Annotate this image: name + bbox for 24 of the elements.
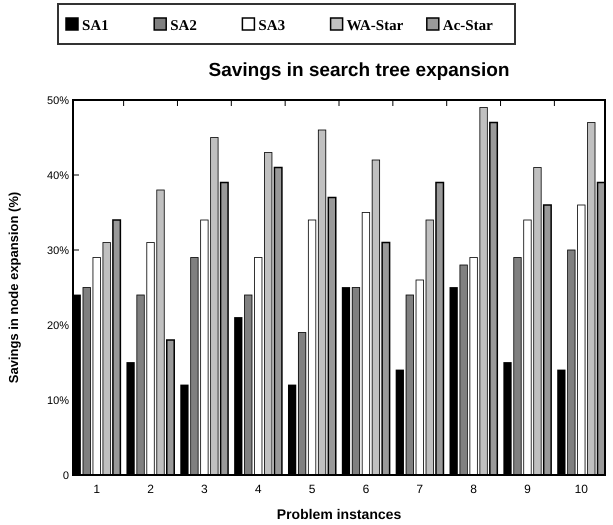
- y-tick-label: 40%: [46, 170, 70, 182]
- y-tick-label: 30%: [46, 245, 70, 257]
- legend-label: SA3: [258, 18, 286, 34]
- x-tick-label: 1: [93, 482, 100, 496]
- x-tick-label: 2: [147, 482, 154, 496]
- x-tick-label: 5: [308, 482, 316, 496]
- legend-label: WA-Star: [346, 18, 404, 34]
- y-tick-label: 0: [62, 470, 69, 482]
- x-tick-label: 6: [362, 482, 370, 496]
- x-tick-label: 9: [524, 482, 532, 496]
- legend-label: SA2: [170, 18, 197, 34]
- y-axis-title: Savings in node expansion (%): [6, 192, 21, 384]
- chart-title: Savings in search tree expansion: [208, 60, 510, 81]
- y-tick-label: 20%: [46, 320, 70, 332]
- x-tick-label: 8: [470, 482, 478, 496]
- x-tick-label: 4: [254, 482, 262, 496]
- x-tick-label: 10: [574, 482, 588, 496]
- x-axis-title: Problem instances: [276, 506, 402, 522]
- y-tick-label: 10%: [46, 395, 70, 407]
- x-tick-label: 7: [416, 482, 424, 496]
- x-tick-label: 3: [201, 482, 208, 496]
- legend-label: Ac-Star: [442, 18, 494, 34]
- y-tick-label: 50%: [46, 95, 70, 107]
- legend-label: SA1: [82, 18, 109, 34]
